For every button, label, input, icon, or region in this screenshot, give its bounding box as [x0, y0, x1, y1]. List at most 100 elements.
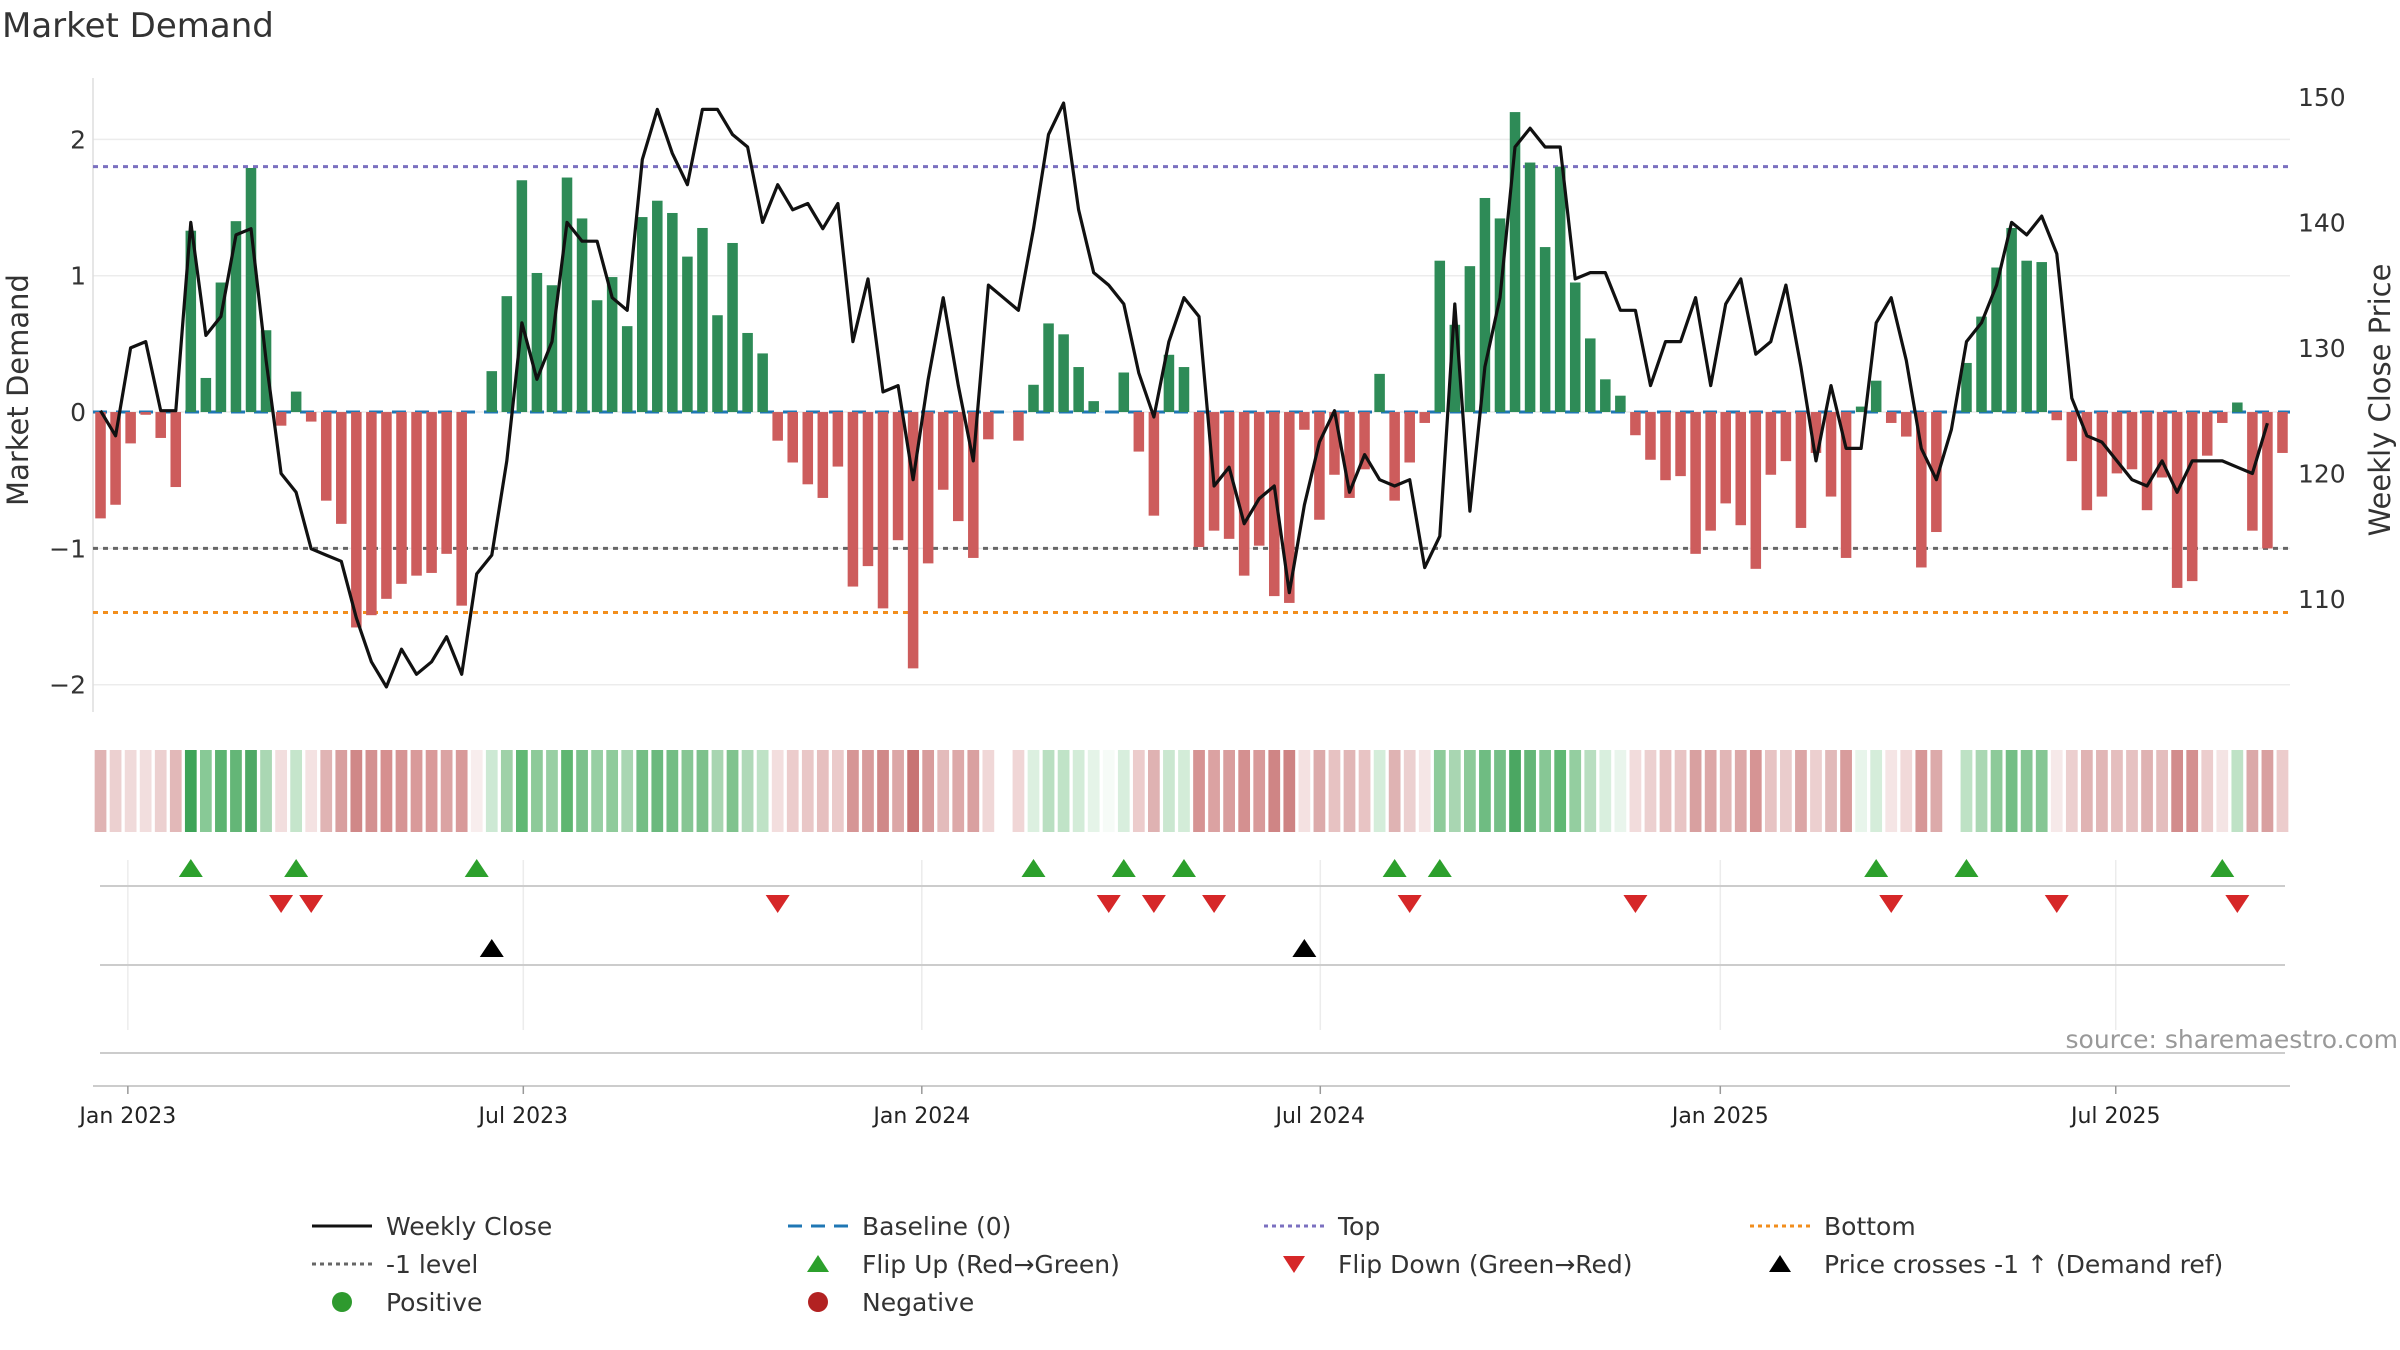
demand-bar — [1193, 412, 1205, 548]
legend-item-minus-one-level: -1 level — [310, 1246, 478, 1282]
demand-bar — [1600, 379, 1611, 413]
legend-label: Weekly Close — [386, 1211, 553, 1241]
strip-cell — [470, 750, 483, 832]
legend-label: Bottom — [1824, 1211, 1916, 1241]
demand-bar — [2111, 412, 2123, 474]
strip-cell — [1584, 750, 1597, 832]
demand-bar — [892, 412, 904, 541]
strip-cell — [1298, 750, 1311, 832]
flip-down-marker — [1623, 895, 1648, 913]
strip-cell — [139, 750, 152, 832]
demand-bar — [320, 412, 332, 501]
demand-bar — [1554, 166, 1566, 413]
dot-icon — [332, 1292, 352, 1312]
demand-bar — [215, 282, 227, 413]
demand-bar — [1013, 412, 1024, 441]
strip-cell — [485, 750, 498, 832]
strip-cell — [1554, 750, 1567, 832]
demand-bar — [2006, 227, 2017, 413]
strip-cell — [1012, 750, 1025, 832]
weekly-close-line — [99, 101, 2269, 689]
flip-up-marker — [1111, 859, 1136, 877]
strip-cell — [862, 750, 874, 832]
strip-cell — [2141, 750, 2153, 832]
strip-cell — [997, 750, 1010, 832]
strip-cell — [1644, 750, 1657, 832]
demand-bar — [742, 332, 753, 413]
strip-cell — [1343, 750, 1356, 832]
strip-cell — [621, 750, 634, 832]
strip-cell — [184, 750, 197, 832]
strip-cell — [305, 750, 318, 832]
demand-bar — [682, 256, 693, 413]
strip-cell — [801, 750, 814, 832]
demand-bar — [1735, 412, 1747, 526]
demand-bar — [1118, 372, 1130, 413]
demand-bar — [757, 353, 768, 413]
demand-bar — [877, 412, 889, 609]
strip-cell — [1494, 750, 1506, 832]
demand-bar — [1344, 412, 1355, 498]
demand-bar — [2141, 412, 2153, 511]
strip-cell — [335, 750, 348, 832]
strip-cell — [2005, 750, 2018, 832]
y2-tick-label: 150 — [2298, 83, 2346, 112]
strip-cell — [1433, 750, 1446, 832]
price-cross-marker — [479, 939, 504, 957]
strip-cell — [1990, 750, 2003, 832]
demand-bar — [2036, 262, 2047, 413]
strip-cell — [320, 750, 333, 832]
strip-cell — [2126, 750, 2138, 832]
demand-bar — [817, 412, 829, 498]
demand-bar — [1314, 412, 1325, 520]
demand-bar — [697, 227, 708, 413]
strip-cell — [1132, 750, 1145, 832]
strip-cell — [1975, 750, 1988, 832]
demand-bar — [712, 315, 723, 413]
demand-bar — [1028, 384, 1039, 413]
strip-cell — [2261, 750, 2274, 832]
demand-bar — [426, 412, 437, 573]
demand-bar — [1569, 282, 1581, 413]
demand-bar — [1961, 362, 1972, 413]
strip-cell — [756, 750, 769, 832]
strip-cell — [666, 750, 679, 832]
strip-cell — [1358, 750, 1371, 832]
strip-cell — [154, 750, 167, 832]
strip-cell — [169, 750, 182, 832]
flip-down-marker — [1879, 895, 1904, 913]
axes-labels: −2 −1 0 1 2 110 120 130 140 150 Jan 2023 Jul 2023 Ja… — [49, 83, 2346, 1129]
y-tick-label: −2 — [49, 671, 86, 700]
demand-bar — [516, 180, 528, 413]
strip-cell — [922, 750, 935, 832]
x-tick-label: Jul 2024 — [1274, 1104, 1366, 1129]
strip-cell — [1087, 750, 1100, 832]
strip-cell — [350, 750, 363, 832]
demand-bar — [968, 412, 979, 558]
strip-cell — [1870, 750, 1883, 832]
demand-bar — [1750, 412, 1762, 569]
demand-bar — [1479, 197, 1491, 413]
demand-bar — [2066, 412, 2078, 462]
strip-cell — [1704, 750, 1717, 832]
strip-cell — [606, 750, 619, 832]
legend-item-top: Top — [1262, 1208, 1380, 1244]
demand-bar — [185, 230, 197, 413]
demand-bar — [606, 277, 618, 413]
strip-cell — [109, 750, 122, 832]
x-tick-label: Jan 2023 — [77, 1104, 176, 1129]
demand-bar — [486, 371, 498, 413]
dot-icon — [808, 1292, 828, 1312]
strip-cell — [1283, 750, 1296, 832]
y2-tick-label: 110 — [2298, 585, 2346, 614]
demand-bar — [2217, 412, 2228, 423]
legend-item-weekly-close: Weekly Close — [310, 1208, 552, 1244]
demand-bar — [411, 412, 422, 576]
demand-bar — [1720, 412, 1731, 504]
strip-cell — [1042, 750, 1055, 832]
strip-cell — [1418, 750, 1431, 832]
strip-cell — [1163, 750, 1175, 832]
demand-bar — [1148, 412, 1160, 516]
strip-cell — [2050, 750, 2063, 832]
demand-bar — [1630, 412, 1641, 436]
